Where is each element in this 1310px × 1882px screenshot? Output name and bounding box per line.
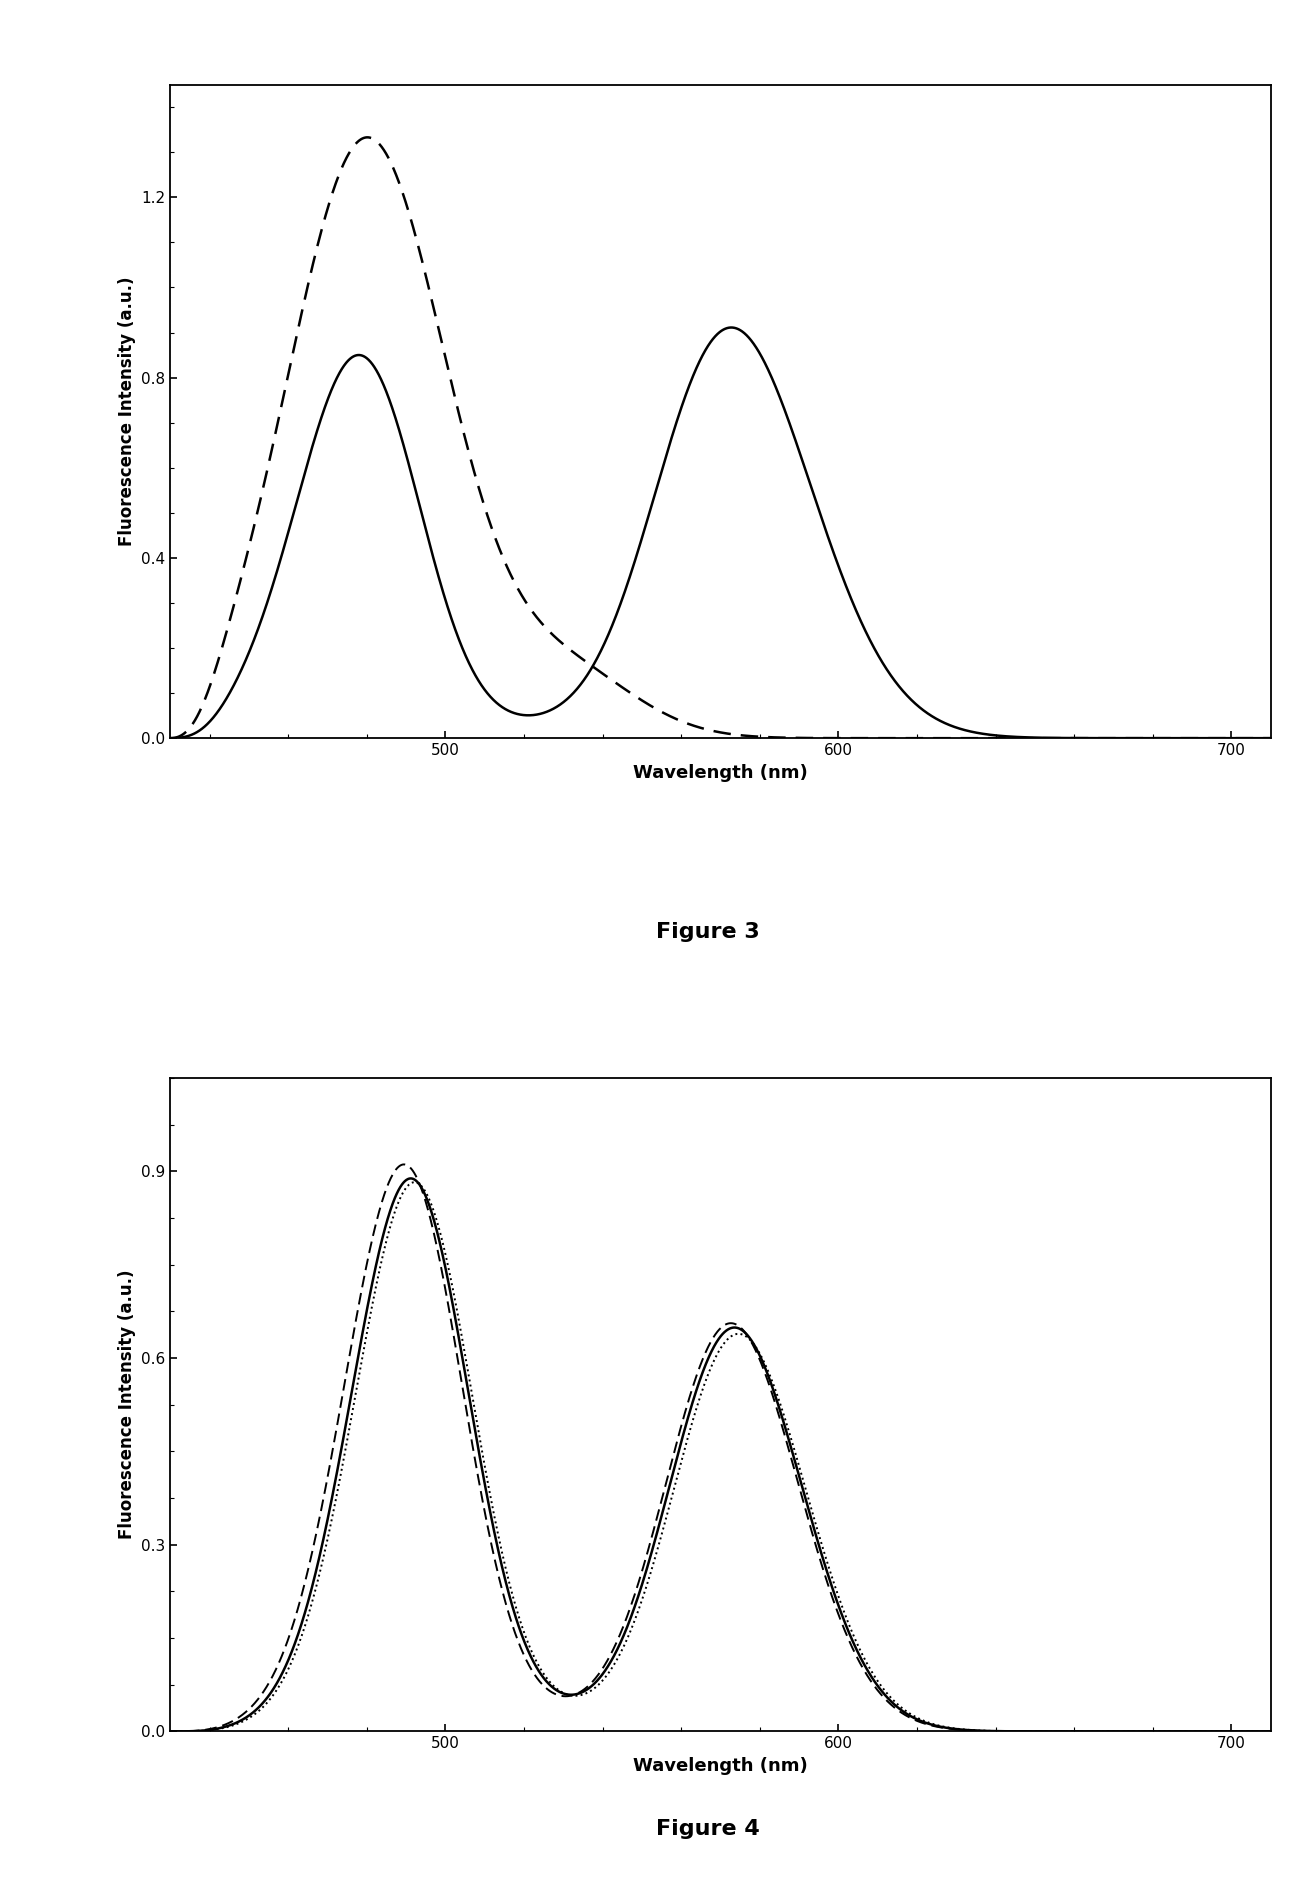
X-axis label: Wavelength (nm): Wavelength (nm)	[633, 764, 808, 781]
Text: Figure 3: Figure 3	[655, 922, 760, 941]
X-axis label: Wavelength (nm): Wavelength (nm)	[633, 1758, 808, 1775]
Y-axis label: Fluorescence Intensity (a.u.): Fluorescence Intensity (a.u.)	[118, 1270, 136, 1539]
Text: Figure 4: Figure 4	[655, 1820, 760, 1839]
Y-axis label: Fluorescence Intensity (a.u.): Fluorescence Intensity (a.u.)	[118, 277, 136, 546]
